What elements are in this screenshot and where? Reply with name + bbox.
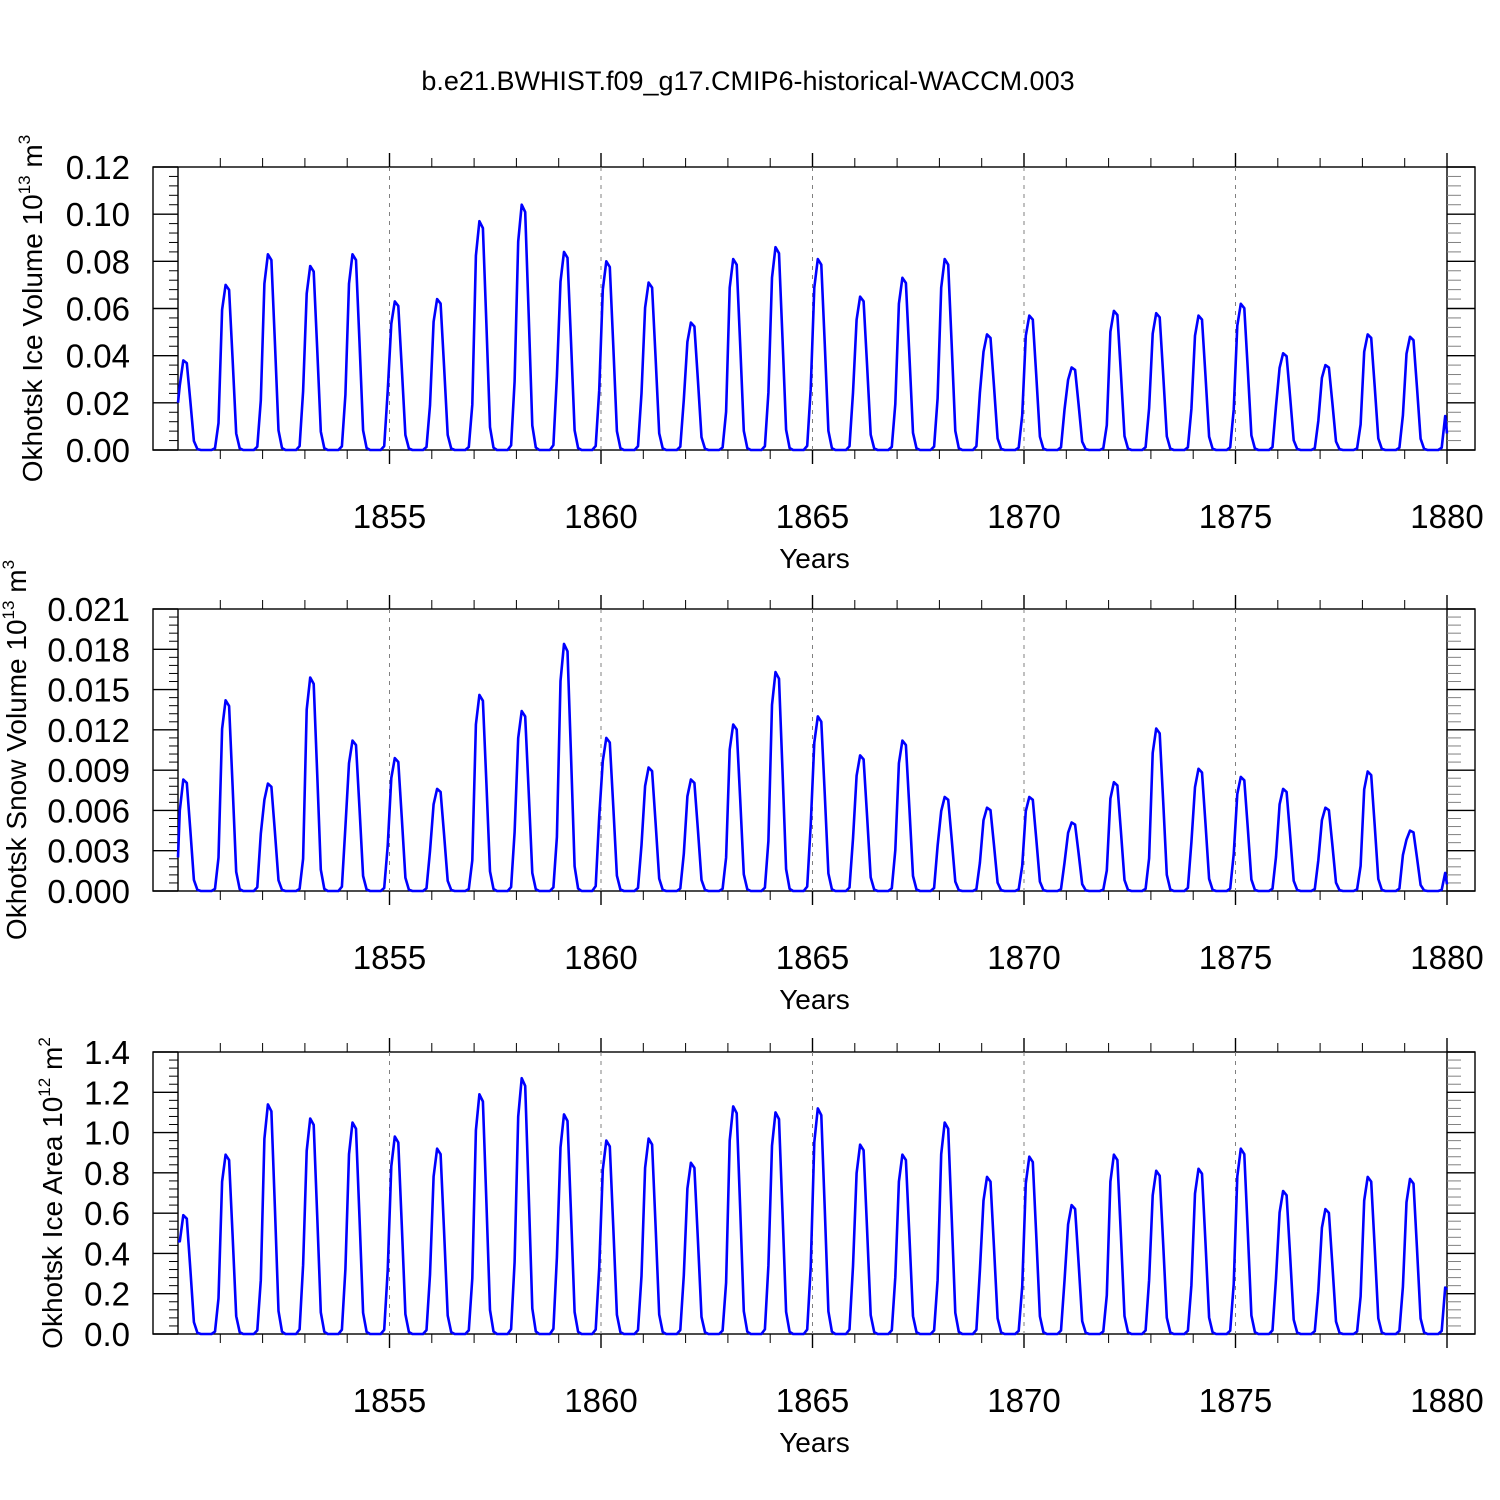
x-tick-label: 1875 — [1199, 498, 1272, 535]
y-tick-label: 0.003 — [47, 833, 130, 870]
x-tick-label: 1860 — [564, 1382, 637, 1419]
x-tick-label: 1870 — [987, 1382, 1060, 1419]
x-tick-label: 1860 — [564, 939, 637, 976]
y-axis-label: Okhotsk Ice Volume 1013 m3 — [15, 135, 48, 482]
y-label-text: Okhotsk Ice Area 10 — [37, 1097, 68, 1349]
y-tick-label: 0.4 — [84, 1235, 130, 1272]
y-tick-label: 1.4 — [84, 1034, 130, 1071]
x-tick-label: 1855 — [353, 939, 426, 976]
y-tick-label: 0.021 — [47, 591, 130, 628]
y-label-superscript: 12 — [35, 1078, 54, 1097]
y-label-text: m — [37, 1047, 68, 1078]
panel-snow-volume: 1855 1860 1865 1870 1875 18800.0000.0030.0060… — [0, 560, 1484, 1015]
y-tick-label: 0.02 — [66, 385, 130, 422]
x-tick-label: 1870 — [987, 498, 1060, 535]
x-tick-label: 1870 — [987, 939, 1060, 976]
y-axis-label: Okhotsk Snow Volume 1013 m3 — [0, 560, 32, 940]
x-tick-label: 1855 — [353, 1382, 426, 1419]
y-label-superscript: 2 — [35, 1037, 54, 1046]
y-label-superscript: 3 — [15, 135, 34, 144]
x-tick-label: 1880 — [1410, 498, 1483, 535]
y-label-superscript: 13 — [15, 175, 34, 194]
x-tick-label: 1880 — [1410, 1382, 1483, 1419]
y-tick-label: 0.015 — [47, 672, 130, 709]
panel-ice-area: 1855 1860 1865 1870 1875 18800.00.20.40.60.81… — [35, 1034, 1484, 1458]
y-tick-label: 0.009 — [47, 752, 130, 789]
y-tick-label: 0.0 — [84, 1316, 130, 1353]
y-axis-label: Okhotsk Ice Area 1012 m2 — [35, 1037, 68, 1349]
x-tick-label: 1865 — [776, 939, 849, 976]
x-tick-label: 1875 — [1199, 939, 1272, 976]
y-label-superscript: 13 — [0, 601, 18, 620]
x-tick-label: 1865 — [776, 498, 849, 535]
y-tick-label: 0.8 — [84, 1155, 130, 1192]
y-label-text: m — [17, 144, 48, 175]
y-label-text: m — [1, 569, 32, 600]
y-tick-label: 1.0 — [84, 1115, 130, 1152]
x-tick-label: 1865 — [776, 1382, 849, 1419]
y-label-text: Okhotsk Snow Volume 10 — [1, 619, 32, 940]
y-tick-label: 0.000 — [47, 873, 130, 910]
y-tick-label: 0.6 — [84, 1195, 130, 1232]
y-tick-label: 0.10 — [66, 196, 130, 233]
y-tick-label: 0.06 — [66, 291, 130, 328]
x-tick-label: 1855 — [353, 498, 426, 535]
x-tick-label: 1875 — [1199, 1382, 1272, 1419]
plot-frame — [152, 1051, 1476, 1335]
series-line — [178, 1076, 1449, 1336]
y-tick-label: 0.2 — [84, 1276, 130, 1313]
series-line — [176, 642, 1449, 893]
y-tick-label: 0.018 — [47, 631, 130, 668]
y-tick-label: 0.04 — [66, 338, 130, 375]
series-line — [176, 203, 1449, 452]
y-tick-label: 0.012 — [47, 712, 130, 749]
x-tick-label: 1880 — [1410, 939, 1483, 976]
panel-ice-volume: 1855 1860 1865 1870 1875 1880 0.00 0.02 0.04 0.06… — [15, 135, 1484, 574]
x-axis-label: Years — [779, 1427, 850, 1458]
x-tick-label: 1860 — [564, 498, 637, 535]
y-label-superscript: 3 — [0, 560, 18, 569]
y-tick-label: 0.00 — [66, 432, 130, 469]
x-axis-label: Years — [779, 984, 850, 1015]
y-label-text: Okhotsk Ice Volume 10 — [17, 194, 48, 482]
x-axis-label: Years — [779, 543, 850, 574]
y-tick-label: 0.006 — [47, 792, 130, 829]
y-tick-label: 0.12 — [66, 149, 130, 186]
plot-frame — [152, 608, 1476, 892]
figure-title: b.e21.BWHIST.f09_g17.CMIP6-historical-WA… — [421, 66, 1074, 96]
y-tick-label: 0.08 — [66, 243, 130, 280]
y-tick-label: 1.2 — [84, 1074, 130, 1111]
